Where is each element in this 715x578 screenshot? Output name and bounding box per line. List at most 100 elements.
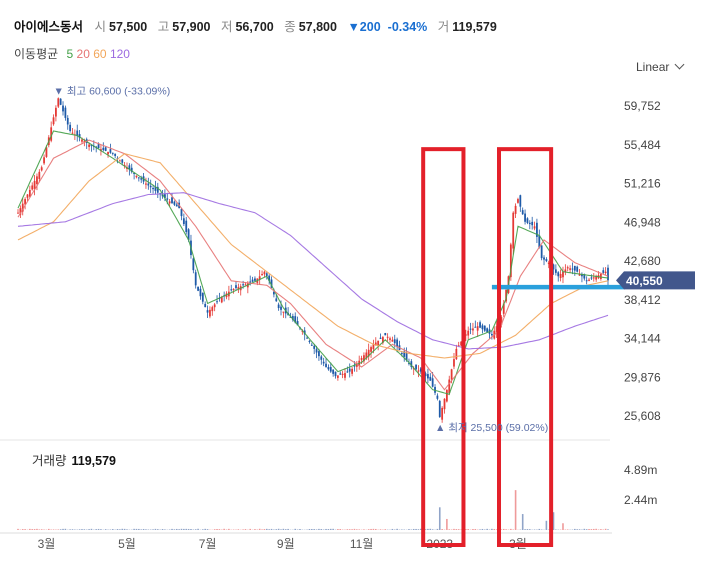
candle-body bbox=[389, 338, 391, 340]
candle-body bbox=[564, 269, 567, 273]
volume-bar bbox=[287, 528, 289, 530]
volume-bar bbox=[228, 528, 230, 530]
candle-body bbox=[384, 333, 387, 336]
candle-body bbox=[31, 185, 34, 190]
candle-body bbox=[216, 301, 218, 303]
x-tick-label: 11월 bbox=[350, 537, 374, 551]
candle-body bbox=[40, 167, 43, 171]
candle-body bbox=[265, 273, 268, 277]
volume-bar bbox=[40, 529, 43, 530]
candle-body bbox=[76, 130, 79, 137]
volume-bar bbox=[164, 529, 166, 530]
volume-bar bbox=[145, 529, 147, 530]
scale-mode-dropdown[interactable]: Linear bbox=[636, 59, 685, 74]
candle-body bbox=[552, 264, 555, 270]
volume-bar bbox=[265, 528, 268, 530]
volume-bar bbox=[431, 529, 434, 530]
volume-bar bbox=[36, 528, 38, 530]
moving-average-legend[interactable]: 이동평균 5 20 60 120 bbox=[14, 45, 130, 62]
candle-body bbox=[512, 212, 515, 249]
volume-bar bbox=[410, 529, 413, 530]
candle-body bbox=[194, 272, 197, 286]
volume-bar bbox=[332, 528, 334, 530]
candle-body bbox=[590, 277, 593, 279]
candle-body bbox=[374, 342, 377, 346]
volume-bar bbox=[78, 529, 81, 530]
candle-body bbox=[36, 176, 38, 185]
candle-body bbox=[355, 363, 358, 367]
volume-bar bbox=[270, 528, 273, 530]
volume-bar bbox=[424, 529, 427, 530]
candle-body bbox=[329, 367, 332, 372]
volume-bar bbox=[277, 528, 280, 530]
volume-bar bbox=[358, 529, 361, 530]
volume-bar bbox=[600, 529, 602, 530]
candle-body bbox=[424, 373, 427, 377]
volume-bar bbox=[396, 528, 398, 530]
candle-body bbox=[313, 345, 316, 349]
volume-bar bbox=[578, 529, 581, 530]
volume-bar bbox=[190, 529, 192, 530]
candle-body bbox=[78, 134, 81, 138]
candle-body bbox=[531, 221, 534, 226]
volume-bar bbox=[363, 529, 365, 530]
volume-bar bbox=[540, 529, 543, 530]
candle-body bbox=[104, 147, 107, 151]
volume-bar bbox=[438, 507, 441, 530]
volume-bar bbox=[441, 529, 443, 530]
volume-bar bbox=[495, 529, 498, 530]
candle-body bbox=[244, 284, 247, 286]
candle-body bbox=[140, 178, 143, 180]
candle-body bbox=[90, 145, 93, 147]
volume-panel-title: 거래량 bbox=[32, 454, 67, 468]
volume-bar bbox=[372, 528, 375, 530]
candle-body bbox=[28, 190, 31, 197]
candle-body bbox=[21, 203, 24, 212]
candle-body bbox=[270, 279, 273, 288]
volume-label: 거 bbox=[437, 20, 450, 34]
volume-bar bbox=[325, 528, 327, 530]
candle-body bbox=[235, 285, 237, 289]
low-annotation: ▲ 최저 25,500 (59.02%) bbox=[435, 422, 548, 434]
volume-bar bbox=[408, 529, 410, 530]
volume-tick-label: 4.89m bbox=[624, 463, 657, 477]
volume-bar bbox=[24, 529, 26, 530]
candle-body bbox=[595, 276, 598, 280]
volume-bar bbox=[592, 528, 595, 530]
candle-body bbox=[536, 222, 538, 237]
volume-bar bbox=[140, 529, 143, 530]
candle-body bbox=[52, 117, 55, 125]
volume-bar bbox=[83, 529, 86, 530]
candle-body bbox=[344, 373, 346, 378]
candle-body bbox=[310, 344, 313, 346]
volume-bar bbox=[81, 529, 83, 530]
volume-bar bbox=[111, 529, 114, 530]
volume-tick-label: 2.44m bbox=[624, 493, 657, 507]
candle-body bbox=[294, 316, 297, 323]
candle-body bbox=[152, 187, 154, 190]
current-price-tag bbox=[616, 271, 695, 290]
volume-bar bbox=[119, 529, 121, 530]
candle-body bbox=[348, 368, 351, 372]
low-value: 56,700 bbox=[235, 20, 274, 34]
volume-bar bbox=[97, 528, 100, 530]
price-header: 아이에스동서 시 57,500 고 57,900 저 56,700 종 57,800 ▼… bbox=[14, 16, 504, 35]
candle-body bbox=[156, 186, 159, 193]
candle-body bbox=[289, 316, 292, 318]
volume-bar bbox=[194, 529, 197, 530]
candle-body bbox=[334, 371, 337, 377]
candle-body bbox=[583, 274, 586, 279]
volume-bar bbox=[204, 528, 206, 530]
volume-bar bbox=[249, 528, 252, 530]
candle-body bbox=[490, 333, 493, 336]
candle-body bbox=[453, 359, 455, 367]
candle-body bbox=[457, 345, 460, 347]
volume-bar bbox=[180, 528, 183, 530]
volume-bar bbox=[510, 528, 512, 530]
candle-body bbox=[209, 309, 211, 317]
candle-body bbox=[251, 279, 254, 282]
volume-bar bbox=[116, 529, 119, 530]
volume-bar bbox=[351, 529, 353, 530]
volume-bar bbox=[280, 529, 282, 530]
